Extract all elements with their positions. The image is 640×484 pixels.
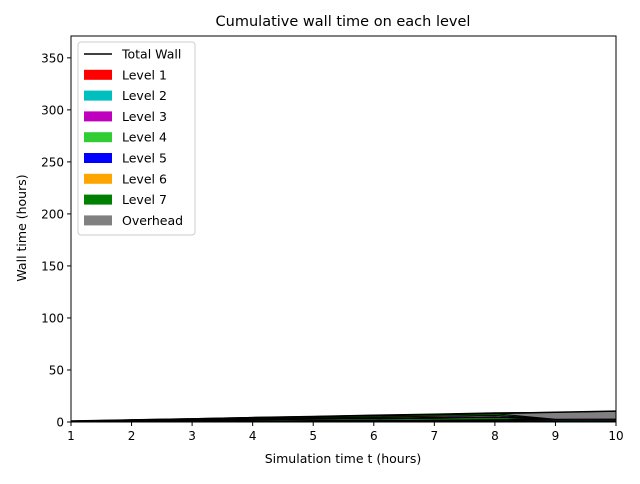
x-tick-label: 9	[552, 429, 560, 443]
x-tick-label: 7	[431, 429, 439, 443]
legend: Total Wall Level 1 Level 2 Level 3 Level 4 Le…	[77, 41, 196, 236]
y-axis-label: Wall time (hours)	[14, 174, 29, 281]
x-tick-label: 1	[67, 429, 75, 443]
total-wall-line	[70, 410, 617, 422]
legend-swatch-overhead	[84, 215, 112, 226]
legend-label-level-1: Level 1	[122, 67, 167, 82]
y-tick-label: 250	[41, 155, 64, 169]
x-tick-label: 3	[188, 429, 196, 443]
legend-label-overhead: Overhead	[122, 213, 183, 228]
legend-box	[77, 41, 196, 236]
legend-label-level-7: Level 7	[122, 192, 167, 207]
x-tick-label: 8	[491, 429, 499, 443]
legend-swatch-level-2	[84, 90, 112, 101]
legend-swatch-level-7	[84, 194, 112, 205]
x-tick-label: 4	[249, 429, 257, 443]
plot-frame	[70, 35, 617, 423]
y-tick-label: 100	[41, 311, 64, 325]
x-tick-label: 2	[128, 429, 136, 443]
y-axis-ticks: 0 50 100 150 200 250 300 350	[41, 51, 71, 430]
legend-label-level-3: Level 3	[122, 109, 167, 124]
y-tick-label: 150	[41, 259, 64, 273]
x-axis-ticks: 1 2 3 4 5 6 7 8 9 10	[67, 422, 624, 443]
legend-label-level-2: Level 2	[122, 88, 167, 103]
legend-swatch-level-4	[84, 132, 112, 143]
legend-swatch-level-6	[84, 173, 112, 184]
y-tick-label: 200	[41, 207, 64, 221]
legend-label-level-6: Level 6	[122, 171, 167, 186]
x-tick-label: 10	[608, 429, 623, 443]
legend-label-level-5: Level 5	[122, 151, 167, 166]
x-axis-label: Simulation time t (hours)	[265, 451, 422, 466]
x-tick-label: 6	[370, 429, 378, 443]
y-tick-label: 50	[49, 363, 64, 377]
legend-swatch-level-5	[84, 153, 112, 163]
legend-swatch-level-3	[84, 111, 112, 122]
legend-swatch-level-1	[84, 69, 112, 80]
y-tick-label: 300	[41, 103, 64, 117]
x-tick-label: 5	[309, 429, 317, 443]
chart-title: Cumulative wall time on each level	[216, 14, 471, 30]
y-tick-label: 0	[56, 416, 64, 430]
y-tick-label: 350	[41, 51, 64, 65]
total-line-layer	[70, 410, 617, 422]
legend-label-total-wall: Total Wall	[121, 47, 181, 62]
legend-label-level-4: Level 4	[122, 130, 167, 145]
